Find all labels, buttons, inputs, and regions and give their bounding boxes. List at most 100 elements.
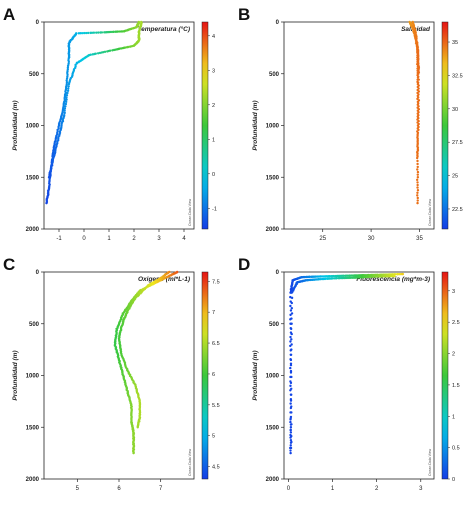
data-point	[416, 135, 418, 137]
y-axis-label: Profundidad (m)	[252, 350, 259, 400]
data-point	[417, 166, 419, 168]
panel-letter: B	[238, 5, 250, 24]
data-point	[289, 336, 291, 338]
colorbar-tick-label: 7.5	[212, 279, 220, 285]
y-tick-label: 500	[29, 322, 40, 328]
data-point	[416, 186, 418, 188]
data-point	[290, 399, 292, 401]
data-point	[417, 120, 419, 122]
data-point	[290, 338, 292, 340]
y-tick-label: 2000	[266, 227, 280, 233]
data-point	[289, 305, 291, 307]
data-point	[289, 417, 291, 419]
data-point	[290, 444, 292, 446]
data-point	[417, 132, 419, 134]
data-point	[416, 144, 418, 146]
x-tick-label: 2	[375, 486, 379, 492]
y-tick-label: 2000	[26, 477, 40, 483]
data-point	[289, 402, 291, 404]
colorbar	[442, 22, 448, 229]
data-point	[291, 312, 293, 314]
data-point	[417, 96, 419, 98]
data-point	[45, 202, 47, 204]
y-tick-label: 500	[29, 72, 40, 78]
colorbar-tick-label: 5.5	[212, 403, 220, 409]
data-point	[132, 452, 134, 454]
data-point	[417, 123, 419, 125]
data-point	[290, 426, 292, 428]
data-point	[290, 333, 292, 335]
data-point	[290, 447, 292, 449]
plot-frame	[284, 22, 434, 229]
data-point	[137, 426, 139, 428]
x-tick-label: 3	[157, 236, 161, 242]
colorbar-tick-label: 27.5	[452, 140, 463, 146]
colorbar-tick-label: 0	[212, 172, 215, 178]
data-point	[67, 85, 69, 87]
y-axis-label: Profundidad (m)	[12, 350, 19, 400]
x-tick-label: 3	[419, 486, 423, 492]
data-point	[290, 423, 292, 425]
colorbar	[442, 272, 448, 479]
panel-b: BSalinidad0500100015002000253035Profundi…	[238, 5, 463, 242]
panel-d: D Fluorescencia (mg*m-3) 0 500 1000 1500 2000 0…	[238, 255, 460, 492]
data-point	[416, 194, 418, 196]
data-point	[78, 32, 80, 34]
data-point	[289, 452, 291, 454]
data-point	[290, 348, 292, 350]
y-tick-label: 1500	[26, 425, 40, 431]
colorbar	[202, 22, 208, 229]
data-point	[99, 31, 101, 33]
watermark: Ocean Data View	[428, 448, 432, 476]
data-point	[417, 126, 419, 128]
data-point	[417, 111, 419, 113]
data-point	[416, 163, 418, 165]
data-point	[417, 138, 419, 140]
x-tick-label: 35	[416, 236, 423, 242]
watermark: Ocean Data View	[188, 198, 192, 226]
data-point	[89, 32, 91, 34]
data-point	[67, 87, 69, 89]
data-point	[63, 110, 65, 112]
data-point	[289, 449, 291, 451]
y-tick-label: 1500	[26, 175, 40, 181]
data-point	[290, 405, 292, 407]
data-point	[290, 343, 292, 345]
y-tick-label: 1000	[266, 124, 280, 130]
colorbar-tick-label: 1.5	[452, 383, 460, 389]
data-point	[291, 302, 293, 304]
data-point	[417, 146, 419, 148]
y-tick-label: 500	[269, 72, 280, 78]
data-point	[417, 173, 419, 175]
data-point	[290, 394, 292, 396]
panel-letter: A	[3, 5, 15, 24]
panel-a: ATemperatura (°C)0500100015002000-1 0 1 2 3 4…	[3, 5, 217, 242]
data-point	[111, 49, 113, 51]
y-tick-label: 1500	[266, 175, 280, 181]
data-point	[291, 297, 293, 299]
x-tick-label: 6	[117, 486, 121, 492]
x-tick-label: 2	[132, 236, 136, 242]
data-point	[417, 199, 419, 201]
panel-letter: C	[3, 255, 15, 274]
data-point	[103, 31, 105, 33]
x-tick-label: 0	[82, 236, 86, 242]
data-point	[290, 359, 292, 361]
y-tick-label: 0	[276, 20, 280, 26]
data-point	[67, 90, 69, 92]
colorbar-tick-label: 5	[212, 434, 215, 440]
colorbar-tick-label: 4.5	[212, 465, 220, 471]
data-point	[417, 105, 419, 107]
x-tick-label: 7	[159, 486, 163, 492]
plot-frame	[284, 272, 434, 479]
y-tick-label: 1000	[266, 374, 280, 380]
data-point	[64, 112, 66, 114]
data-point	[417, 73, 419, 75]
data-point	[92, 53, 94, 55]
colorbar-tick-label: 30	[452, 107, 458, 113]
data-point	[64, 107, 66, 109]
data-point	[416, 160, 418, 162]
data-point	[417, 84, 419, 86]
data-point	[48, 176, 50, 178]
y-tick-label: 1000	[26, 124, 40, 130]
